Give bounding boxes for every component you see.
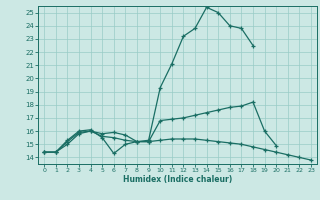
- X-axis label: Humidex (Indice chaleur): Humidex (Indice chaleur): [123, 175, 232, 184]
